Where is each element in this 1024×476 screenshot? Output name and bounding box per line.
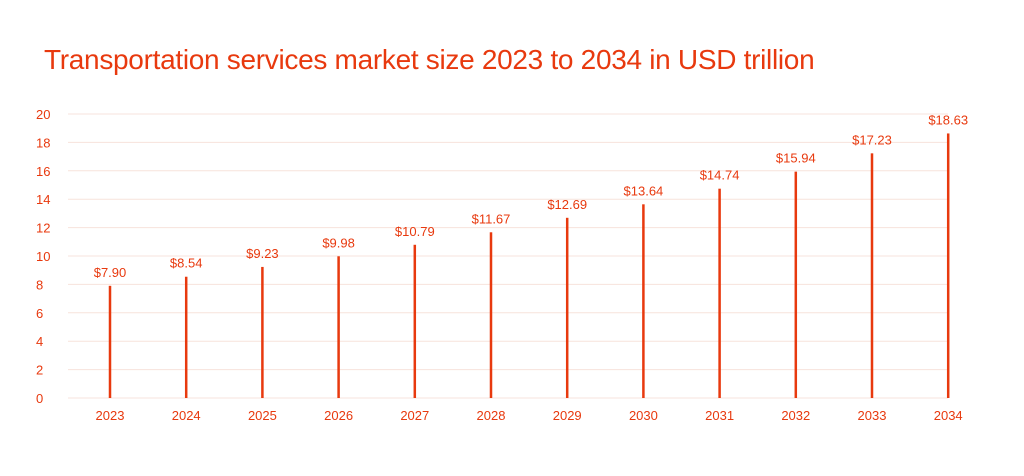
- data-label-2032: $15.94: [776, 151, 816, 166]
- x-tick-label-2024: 2024: [172, 408, 201, 423]
- bar-2024: [184, 276, 188, 398]
- y-tick-label: 20: [36, 107, 50, 122]
- x-axis: 2023 2024 2025 2026 2027 2028 2029 2030 2031 2032…: [96, 408, 963, 423]
- data-label-2027: $10.79: [395, 224, 435, 239]
- chart-title: Transportation services market size 2023…: [44, 44, 815, 75]
- x-tick-label-2032: 2032: [781, 408, 810, 423]
- y-tick-label: 12: [36, 221, 50, 236]
- data-label-2029: $12.69: [547, 197, 587, 212]
- y-tick-label: 10: [36, 249, 50, 264]
- y-tick-label: 14: [36, 192, 50, 207]
- y-tick-label: 18: [36, 135, 50, 150]
- data-label-2025: $9.23: [246, 246, 279, 261]
- bars: [108, 133, 950, 399]
- y-axis: 0 2 4 6 8 10 12 14 16 18 20: [36, 107, 50, 406]
- y-tick-label: 0: [36, 391, 43, 406]
- x-tick-label-2029: 2029: [553, 408, 582, 423]
- x-tick-label-2028: 2028: [477, 408, 506, 423]
- bar-2031: [718, 188, 721, 398]
- y-tick-label: 6: [36, 306, 43, 321]
- y-tick-label: 16: [36, 164, 50, 179]
- data-label-2026: $9.98: [322, 235, 355, 250]
- y-tick-label: 8: [36, 277, 43, 292]
- bar-2027: [413, 244, 417, 398]
- bar-2023: [108, 285, 112, 398]
- data-label-2034: $18.63: [928, 112, 968, 127]
- bar-2032: [794, 171, 798, 398]
- data-labels: $7.90 $8.54 $9.23 $9.98 $10.79 $11.67 $12.69 $1…: [94, 112, 968, 279]
- data-label-2030: $13.64: [624, 183, 664, 198]
- bar-2033: [870, 153, 874, 398]
- x-tick-label-2034: 2034: [934, 408, 963, 423]
- x-tick-label-2027: 2027: [400, 408, 429, 423]
- x-tick-label-2023: 2023: [96, 408, 125, 423]
- x-tick-label-2031: 2031: [705, 408, 734, 423]
- y-tick-label: 4: [36, 334, 43, 349]
- data-label-2028: $11.67: [472, 211, 511, 226]
- bar-2026: [337, 256, 340, 398]
- bar-2030: [642, 204, 645, 398]
- y-tick-label: 2: [36, 363, 43, 378]
- x-tick-label-2026: 2026: [324, 408, 353, 423]
- bar-2028: [489, 232, 493, 398]
- x-tick-label-2033: 2033: [858, 408, 887, 423]
- bar-2034: [946, 133, 950, 399]
- x-tick-label-2025: 2025: [248, 408, 277, 423]
- data-label-2033: $17.23: [852, 132, 892, 147]
- gridlines: [68, 113, 948, 399]
- data-label-2024: $8.54: [170, 256, 203, 271]
- x-tick-label-2030: 2030: [629, 408, 658, 423]
- data-label-2031: $14.74: [700, 168, 740, 183]
- data-label-2023: $7.90: [94, 265, 127, 280]
- bar-2025: [261, 266, 264, 398]
- bar-2029: [565, 217, 569, 398]
